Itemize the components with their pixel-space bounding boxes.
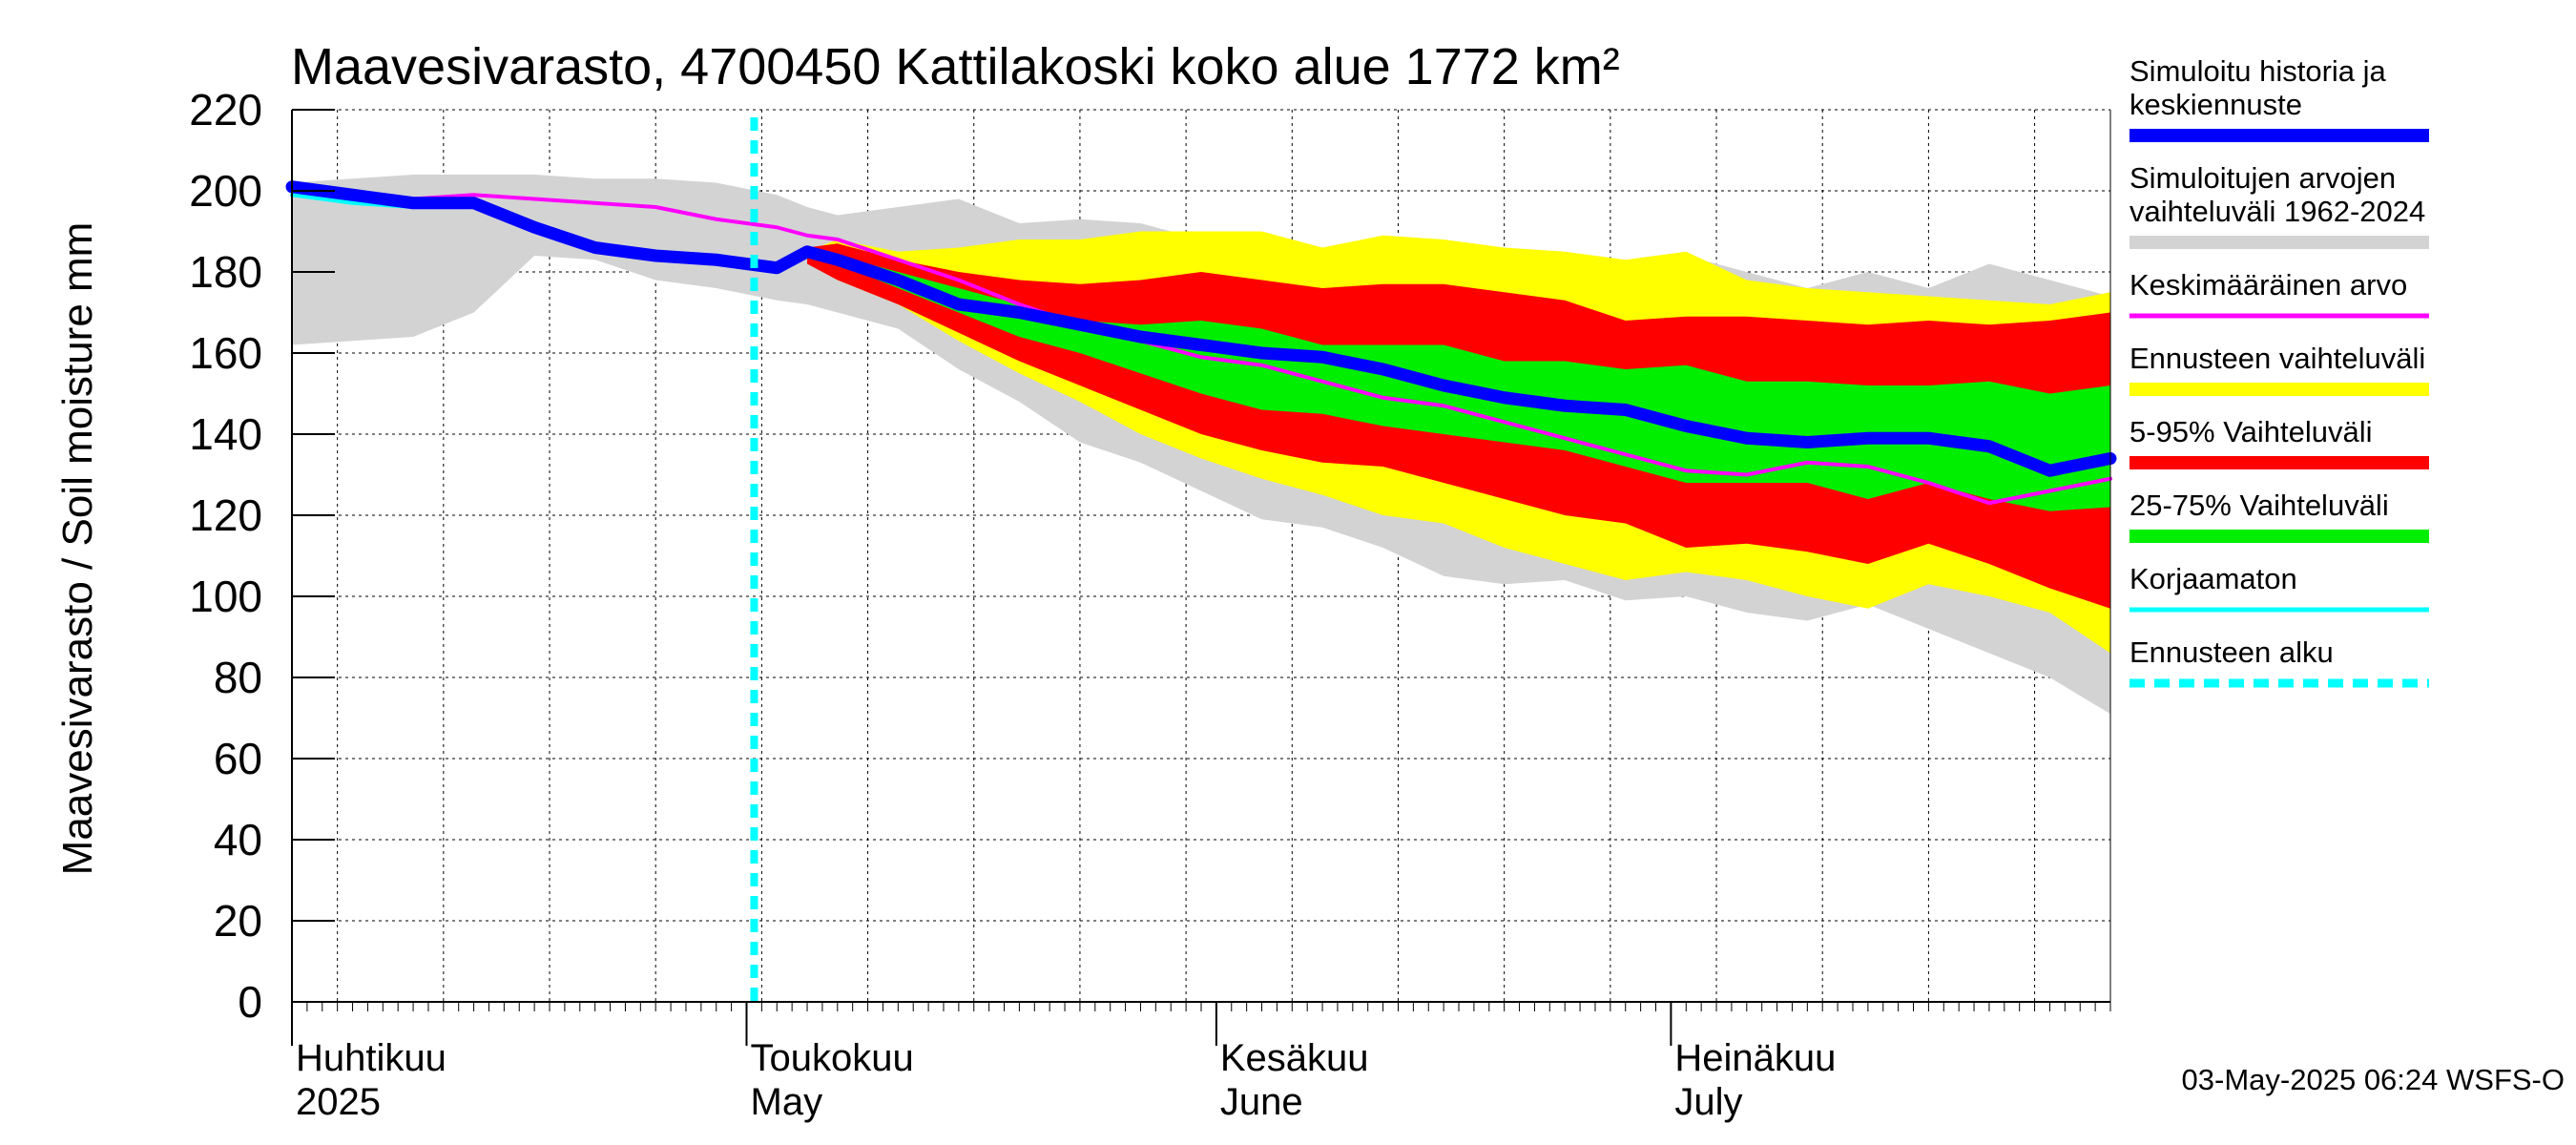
footer-timestamp: 03-May-2025 06:24 WSFS-O bbox=[2182, 1063, 2565, 1096]
y-tick-label: 220 bbox=[189, 85, 262, 135]
y-tick-label: 200 bbox=[189, 166, 262, 216]
y-tick-label: 0 bbox=[238, 977, 262, 1027]
legend-label-5: 25-75% Vaihteluväli bbox=[2129, 489, 2389, 522]
legend-label-3: Ennusteen vaihteluväli bbox=[2129, 342, 2425, 375]
series-line-ff00ff bbox=[290, 193, 2112, 506]
month-sublabel: 2025 bbox=[296, 1081, 381, 1123]
chart-title: Maavesivarasto, 4700450 Kattilakoski kok… bbox=[291, 38, 1620, 95]
y-tick-label: 120 bbox=[189, 490, 262, 540]
y-tick-label: 80 bbox=[214, 653, 262, 702]
month-sublabel: June bbox=[1220, 1081, 1303, 1123]
month-sublabel: May bbox=[751, 1081, 823, 1123]
month-label: Toukokuu bbox=[751, 1037, 914, 1079]
legend-label-1: Simuloitujen arvojen vaihteluväli 1962-20… bbox=[2129, 161, 2425, 228]
plot-area: 0 20 40 60 80 100 120 140 160 180 200 220 Huhtikuu20… bbox=[189, 85, 2117, 1123]
y-tick-label: 100 bbox=[189, 572, 262, 621]
legend-label-6: Korjaamaton bbox=[2129, 562, 2297, 595]
y-tick-label: 140 bbox=[189, 409, 262, 459]
series-line-0000ff bbox=[285, 180, 2117, 477]
month-sublabel: July bbox=[1674, 1081, 1742, 1123]
y-tick-label: 20 bbox=[214, 896, 262, 946]
legend-label-7: Ennusteen alku bbox=[2129, 635, 2334, 669]
legend-label-4: 5-95% Vaihteluväli bbox=[2129, 415, 2372, 448]
y-tick-label: 180 bbox=[189, 247, 262, 297]
y-tick-label: 60 bbox=[214, 734, 262, 783]
month-label: Huhtikuu bbox=[296, 1037, 447, 1079]
month-label: Heinäkuu bbox=[1674, 1037, 1836, 1079]
legend-label-2: Keskimääräinen arvo bbox=[2129, 268, 2407, 302]
month-label: Kesäkuu bbox=[1220, 1037, 1369, 1079]
y-tick-label: 40 bbox=[214, 815, 262, 864]
legend-label-0: Simuloitu historia ja keskiennuste bbox=[2129, 54, 2387, 121]
y-axis-label: Maavesivarasto / Soil moisture mm bbox=[54, 222, 101, 876]
legend: Simuloitu historia ja keskiennuste Simuloi… bbox=[2129, 54, 2429, 688]
y-tick-label: 160 bbox=[189, 328, 262, 378]
